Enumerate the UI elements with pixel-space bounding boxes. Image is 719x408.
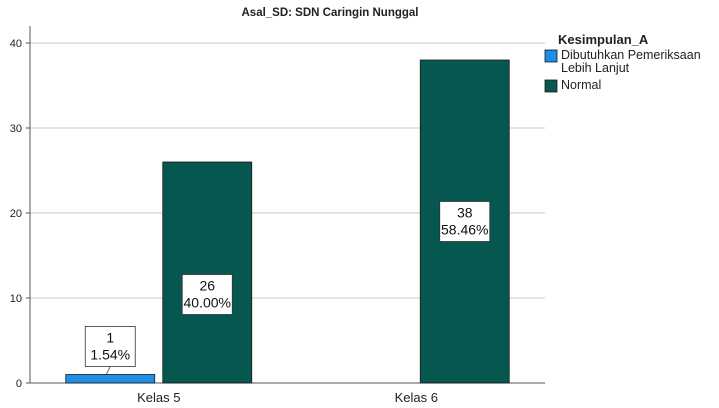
bar [162, 161, 253, 384]
data-label: 58.46% [441, 222, 488, 238]
y-tick-label: 40 [10, 38, 22, 50]
data-label-box [439, 201, 491, 242]
legend: Kesimpulan_A Dibutuhkan PemeriksaanLebih… [544, 32, 701, 93]
y-tick-label: 30 [10, 123, 22, 135]
data-label-box [84, 326, 136, 367]
y-tick-label: 20 [10, 208, 22, 220]
legend-label: Normal [561, 78, 601, 92]
legend-swatch [544, 79, 558, 93]
data-label: 1 [106, 330, 114, 346]
data-label: 40.00% [184, 295, 231, 311]
chart-title: Asal_SD: SDN Caringin Nunggal [242, 7, 419, 19]
y-tick-label: 10 [10, 293, 22, 305]
legend-title: Kesimpulan_A [558, 32, 649, 47]
label-leader [105, 366, 111, 375]
axes: 0 10 20 30 40 Kelas 5 Kelas 6 [10, 26, 545, 405]
legend-label: Lebih Lanjut [561, 61, 630, 75]
x-tick-label: Kelas 6 [395, 390, 438, 405]
legend-swatch [544, 49, 558, 63]
data-label-box [181, 274, 233, 315]
bar [65, 374, 156, 384]
x-tick-label: Kelas 5 [137, 390, 180, 405]
data-label: 38 [457, 205, 473, 221]
data-label: 26 [199, 278, 215, 294]
legend-label: Dibutuhkan Pemeriksaan [561, 48, 701, 62]
data-label: 1.54% [90, 347, 130, 363]
y-tick-label: 0 [16, 378, 22, 390]
